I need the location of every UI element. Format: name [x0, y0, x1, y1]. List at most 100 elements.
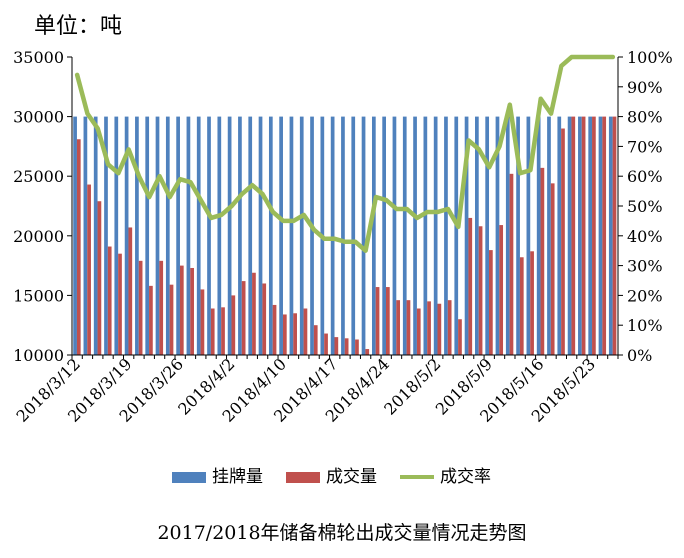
traded-bar [437, 303, 442, 355]
listed-bar [114, 116, 119, 355]
traded-bar [447, 300, 452, 355]
left-tick-label: 25000 [13, 167, 64, 186]
traded-bars-series [76, 116, 617, 355]
right-tick-label: 70% [627, 137, 663, 156]
listed-bar [526, 116, 531, 355]
traded-bar [149, 285, 153, 355]
right-tick-label: 60% [627, 167, 663, 186]
traded-bar [200, 289, 205, 355]
listed-bar [258, 116, 263, 355]
traded-bar [262, 283, 267, 355]
listed-bar [371, 116, 376, 355]
listed-bar [83, 116, 88, 355]
legend-label-traded: 成交量 [326, 467, 377, 487]
traded-bar [138, 260, 143, 355]
traded-bar [97, 201, 102, 355]
traded-bar [540, 167, 545, 355]
traded-bar [334, 337, 339, 355]
listed-bar [279, 116, 283, 355]
listed-bar [464, 116, 469, 355]
traded-bar [427, 301, 431, 355]
listed-bar [186, 116, 191, 355]
right-tick-label: 40% [627, 227, 663, 246]
traded-bar [210, 308, 215, 355]
right-axis-tick-labels: 0% 10% 20% 30% 40% 50% 60% 70% 80% 90% 100% [627, 48, 673, 365]
traded-bar [458, 319, 462, 355]
listed-bar [341, 116, 345, 355]
listed-bar [361, 116, 366, 355]
traded-bar [592, 116, 596, 355]
traded-bar [76, 139, 81, 355]
right-tick-label: 80% [627, 108, 663, 127]
traded-bar [293, 313, 297, 355]
listed-bar [505, 116, 510, 355]
right-tick-label: 30% [627, 257, 663, 276]
traded-bar [118, 253, 122, 355]
traded-bar [530, 251, 534, 355]
listed-bar [155, 116, 160, 355]
traded-bar [324, 333, 328, 355]
chart-axes [67, 56, 623, 359]
unit-label: 单位：吨 [34, 14, 123, 39]
traded-bar [87, 184, 91, 355]
listed-bar [310, 116, 314, 355]
listed-bar [227, 116, 232, 355]
right-tick-label: 100% [627, 48, 673, 67]
traded-bar [396, 300, 401, 355]
listed-bar [598, 116, 603, 355]
traded-bar [519, 257, 524, 355]
listed-bar [454, 116, 459, 355]
traded-bar [571, 116, 576, 355]
listed-bar [516, 116, 520, 355]
listed-bar [608, 116, 613, 355]
traded-bar [468, 217, 473, 355]
rate-line [74, 54, 616, 253]
traded-bar [159, 260, 164, 355]
traded-bar [107, 246, 112, 355]
traded-bar [128, 227, 133, 355]
listed-bar [444, 116, 448, 355]
listed-bar [299, 116, 304, 355]
legend-swatch-traded [286, 472, 320, 483]
rate-line-series [74, 54, 616, 253]
traded-bar [499, 225, 504, 355]
traded-bar [303, 308, 308, 355]
listed-bar [73, 116, 77, 355]
listed-bar [413, 116, 417, 355]
traded-bar [344, 338, 349, 355]
traded-bar [252, 272, 256, 355]
left-tick-label: 30000 [13, 108, 64, 127]
chart-legend: 挂牌量 成交量 成交率 [0, 464, 684, 490]
right-tick-label: 0% [627, 346, 652, 365]
legend-label-listed: 挂牌量 [212, 467, 263, 487]
traded-bar [241, 281, 246, 355]
left-axis-tick-labels: 10000 15000 20000 25000 30000 35000 [13, 48, 64, 365]
traded-bar [581, 116, 586, 355]
combo-chart: 10000 15000 20000 25000 30000 35000 0% 10% 20% 3… [13, 48, 673, 426]
traded-bar [386, 287, 390, 355]
listed-bar [248, 116, 253, 355]
legend-swatch-listed [172, 472, 206, 483]
listed-bar [536, 116, 541, 355]
listed-bar [588, 116, 593, 355]
traded-bar [612, 116, 617, 355]
listed-bar [402, 116, 407, 355]
traded-bar [416, 308, 421, 355]
left-tick-label: 35000 [13, 48, 64, 67]
listed-bar [93, 116, 98, 355]
traded-bar [313, 325, 318, 355]
traded-bar [365, 349, 370, 355]
traded-bar [179, 265, 184, 355]
listed-bar [165, 116, 170, 355]
legend-label-rate: 成交率 [440, 467, 491, 487]
listed-bar [578, 116, 582, 355]
traded-bar [231, 295, 236, 355]
right-tick-label: 20% [627, 286, 663, 305]
traded-bar [272, 304, 277, 355]
listed-bar [392, 116, 397, 355]
traded-bar [282, 314, 287, 355]
traded-bar [190, 267, 194, 355]
listed-bar [207, 116, 211, 355]
listed-bar [351, 116, 356, 355]
left-tick-label: 20000 [13, 227, 64, 246]
